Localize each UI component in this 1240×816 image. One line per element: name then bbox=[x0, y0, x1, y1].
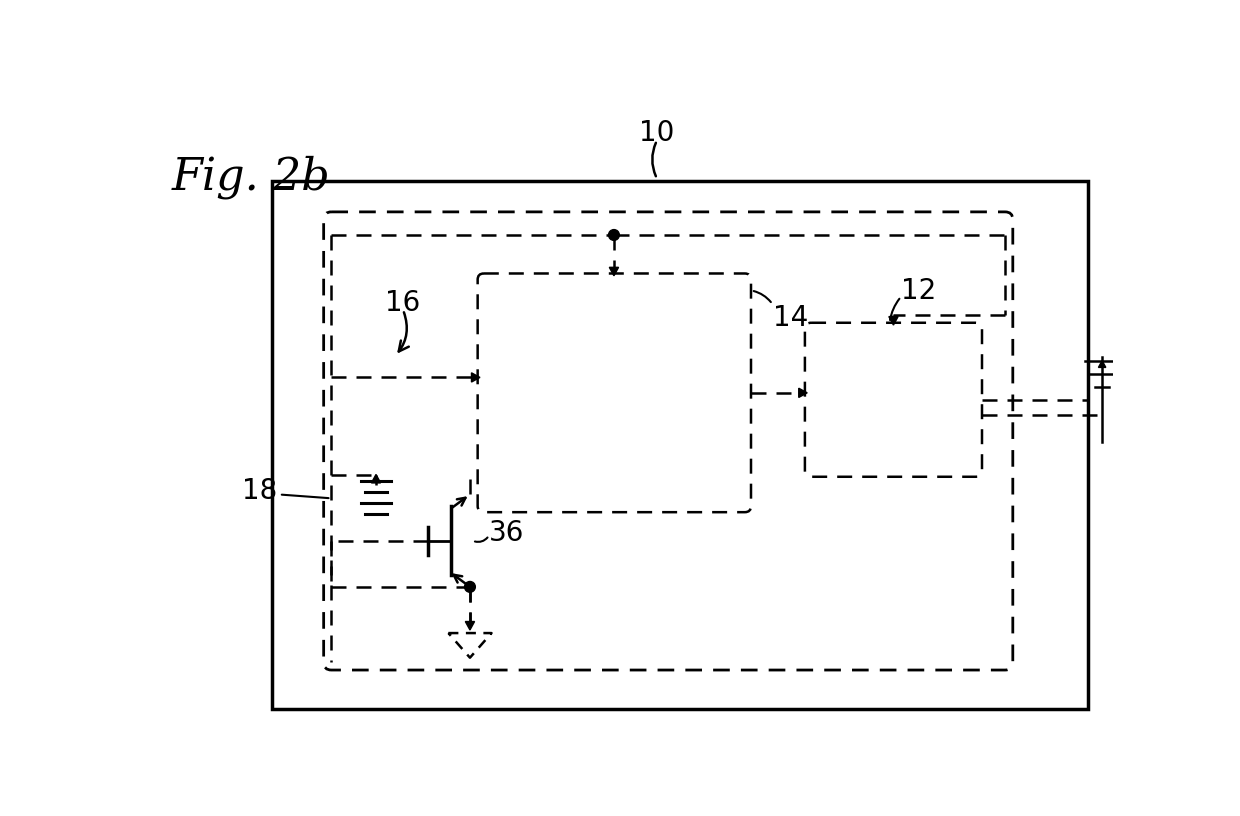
FancyArrowPatch shape bbox=[281, 494, 329, 498]
FancyArrowPatch shape bbox=[754, 291, 771, 302]
Text: 10: 10 bbox=[640, 119, 675, 148]
Polygon shape bbox=[372, 474, 381, 483]
Text: 16: 16 bbox=[386, 289, 420, 317]
Text: 18: 18 bbox=[242, 477, 278, 504]
Polygon shape bbox=[1099, 361, 1106, 367]
Polygon shape bbox=[609, 268, 619, 276]
Polygon shape bbox=[799, 388, 807, 397]
Circle shape bbox=[465, 582, 475, 592]
Circle shape bbox=[609, 229, 619, 241]
Bar bbox=[272, 181, 1089, 708]
Text: 14: 14 bbox=[773, 304, 807, 332]
FancyArrowPatch shape bbox=[890, 299, 899, 320]
Text: Fig. 2b: Fig. 2b bbox=[172, 156, 331, 199]
Polygon shape bbox=[889, 317, 898, 325]
FancyArrowPatch shape bbox=[652, 143, 656, 176]
Text: 36: 36 bbox=[490, 519, 525, 547]
FancyArrowPatch shape bbox=[399, 313, 409, 352]
Polygon shape bbox=[465, 622, 475, 630]
Polygon shape bbox=[471, 373, 480, 382]
Text: 12: 12 bbox=[901, 277, 936, 304]
FancyArrowPatch shape bbox=[475, 538, 487, 542]
